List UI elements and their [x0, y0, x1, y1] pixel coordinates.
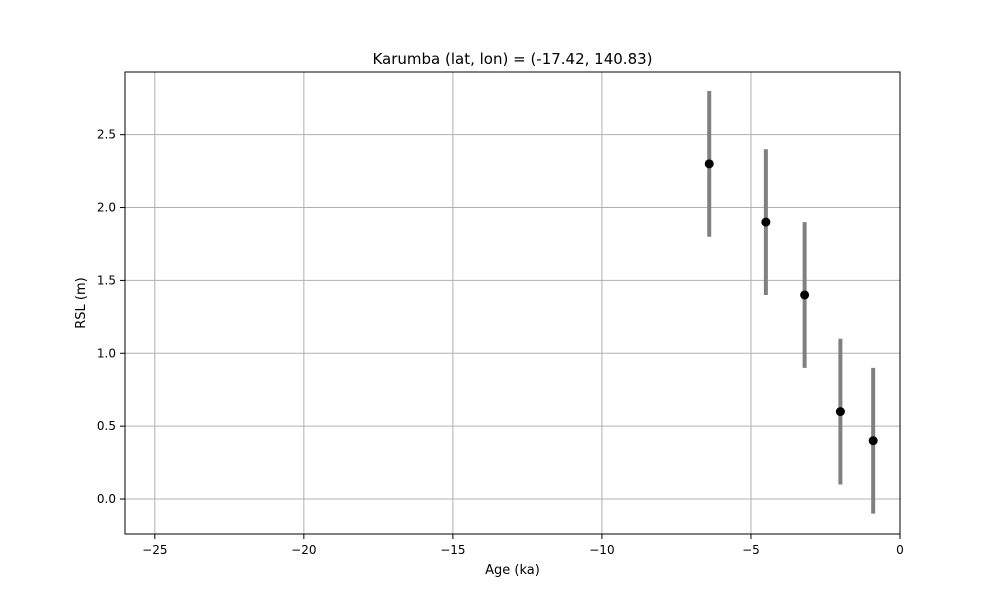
y-tick-label: 1.5	[97, 273, 116, 287]
x-tick-label: −10	[589, 543, 614, 557]
data-point	[868, 436, 878, 446]
y-tick-label: 0.5	[97, 419, 116, 433]
grid-lines	[125, 72, 901, 534]
x-tick-label: −25	[142, 543, 167, 557]
x-tick-label: 0	[896, 543, 904, 557]
data-marks	[704, 90, 878, 514]
x-axis-label: Age (ka)	[485, 563, 540, 578]
axes: −25 −20 −15 −10 −5 0 0.0 0.5 1.0 1.5 2.0 2.5	[97, 71, 904, 557]
y-tick-label: 2.5	[97, 128, 116, 142]
x-tick-label: −15	[440, 543, 465, 557]
y-tick-label: 0.0	[97, 492, 116, 506]
x-tick-label: −5	[742, 543, 760, 557]
data-point	[835, 407, 845, 417]
y-tick-label: 1.0	[97, 346, 116, 360]
y-tick-label: 2.0	[97, 201, 116, 215]
y-axis-label: RSL (m)	[74, 277, 89, 328]
data-point	[761, 217, 771, 227]
chart-title: Karumba (lat, lon) = (-17.42, 140.83)	[372, 50, 652, 68]
plot-frame	[124, 71, 901, 535]
x-tick-label: −20	[291, 543, 316, 557]
data-point	[704, 159, 714, 169]
data-point	[800, 290, 810, 300]
